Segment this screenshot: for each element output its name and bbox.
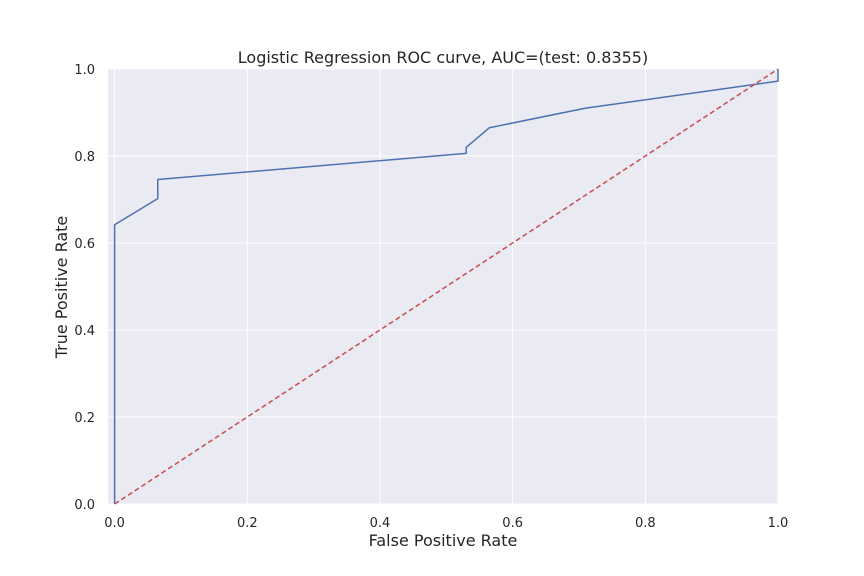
y-tick-labels: 0.0 0.2 0.4 0.6 0.8 1.0 — [74, 63, 95, 513]
y-axis-label: True Positive Rate — [52, 216, 71, 360]
x-tick-label: 0.0 — [104, 516, 125, 531]
diagonal-reference-line — [114, 68, 779, 505]
x-tick-label: 0.8 — [635, 516, 656, 531]
y-tick-label: 0.0 — [74, 498, 95, 513]
y-tick-label: 0.4 — [74, 324, 95, 339]
y-tick-label: 0.6 — [74, 237, 95, 252]
x-axis-label: False Positive Rate — [369, 531, 518, 550]
y-tick-label: 0.8 — [74, 150, 95, 165]
x-tick-label: 0.4 — [370, 516, 391, 531]
x-tick-labels: 0.0 0.2 0.4 0.6 0.8 1.0 — [104, 516, 788, 531]
roc-curve-line — [113, 69, 779, 504]
chart-title: Logistic Regression ROC curve, AUC=(test… — [238, 48, 648, 67]
series-layer — [113, 68, 779, 505]
x-tick-label: 0.2 — [237, 516, 258, 531]
y-tick-label: 0.2 — [74, 411, 95, 426]
x-tick-label: 0.6 — [502, 516, 523, 531]
y-tick-label: 1.0 — [74, 63, 95, 78]
x-tick-label: 1.0 — [768, 516, 789, 531]
